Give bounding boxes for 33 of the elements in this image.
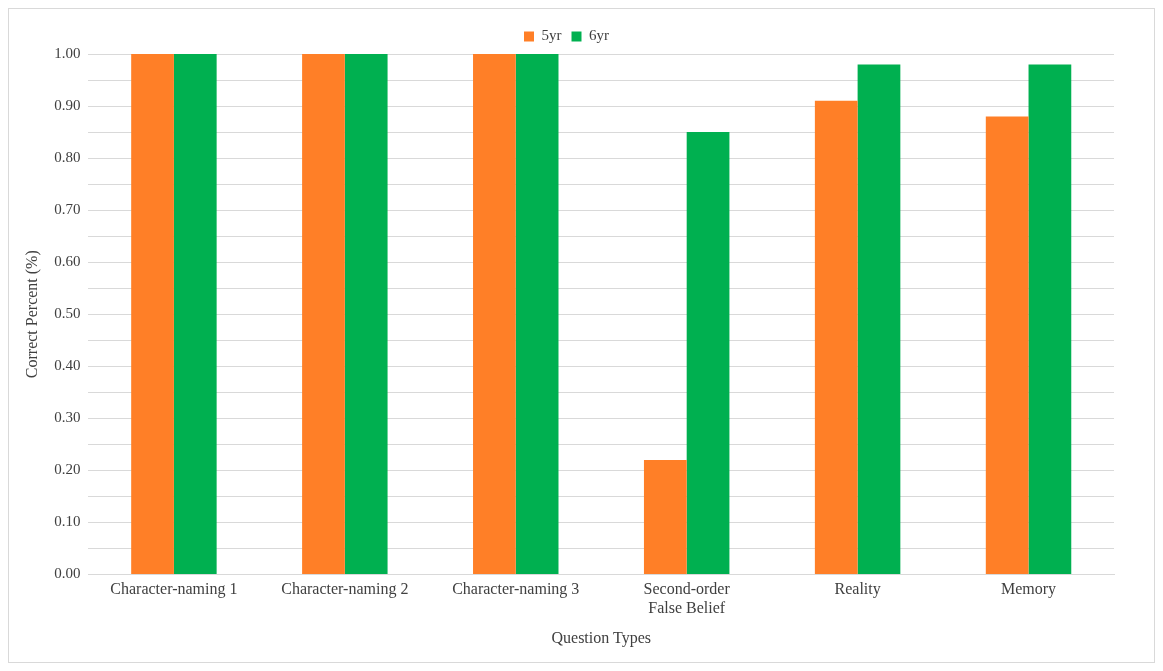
y-tick-label: 0.60 <box>54 253 81 270</box>
y-tick-label: 0.90 <box>54 96 81 113</box>
x-tick-label: Character-naming 1 <box>110 580 238 599</box>
y-tick-label: 0.00 <box>54 565 81 582</box>
bar <box>857 64 901 574</box>
y-tick-label: 0.20 <box>54 461 81 478</box>
y-tick-label: 0.50 <box>54 305 81 322</box>
x-tick-label: Reality <box>834 580 881 599</box>
x-axis-title: Question Types <box>551 628 651 647</box>
x-tick-label: Character-naming 3 <box>452 580 580 599</box>
x-tick-label: Second-order False Belief <box>643 580 731 617</box>
y-tick-label: 1.00 <box>54 44 81 61</box>
bar <box>473 54 516 574</box>
y-tick-label: 0.40 <box>54 357 81 374</box>
bar <box>344 54 388 574</box>
y-tick-label: 0.10 <box>54 513 81 530</box>
bar <box>985 116 1029 574</box>
legend-label: 5yr <box>541 27 562 44</box>
legend-label: 6yr <box>589 27 609 44</box>
y-tick-label: 0.70 <box>54 201 81 218</box>
bar <box>302 54 345 574</box>
y-tick-label: 0.30 <box>54 409 81 426</box>
x-tick-label: Character-naming 2 <box>281 580 409 599</box>
bar <box>1028 64 1072 574</box>
bar <box>173 54 217 574</box>
bar <box>814 100 858 574</box>
y-tick-label: 0.80 <box>54 149 81 166</box>
bar <box>686 132 730 574</box>
y-axis-title: Correct Percent (%) <box>22 250 41 379</box>
bar <box>643 459 687 574</box>
bar <box>515 54 559 574</box>
x-tick-label: Memory <box>1000 580 1057 599</box>
bar <box>131 54 174 574</box>
